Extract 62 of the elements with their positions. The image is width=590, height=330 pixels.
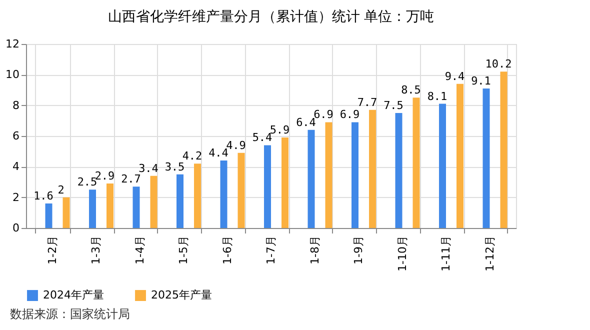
data-label: 9.4 — [444, 70, 466, 83]
x-tick-label: 1-9月 — [352, 236, 365, 264]
data-label: 8.5 — [401, 84, 421, 97]
bar — [45, 203, 52, 228]
bar — [439, 104, 446, 228]
x-tick-label: 1-3月 — [90, 236, 102, 264]
y-tick-label: 12 — [6, 38, 20, 50]
data-label: 6.9 — [314, 108, 334, 122]
data-label: 4.9 — [226, 138, 246, 152]
data-label: 7.7 — [357, 96, 378, 109]
data-label: 4.4 — [208, 146, 229, 160]
data-label: 2.5 — [77, 176, 98, 189]
chart-title: 山西省化学纤维产量分月（累计值）统计 单位：万吨 — [108, 9, 434, 25]
bar — [308, 130, 315, 228]
data-label: 9.1 — [471, 74, 491, 88]
x-tick-label: 1-2月 — [46, 236, 59, 264]
bar — [238, 152, 245, 228]
data-label: 10.2 — [485, 58, 512, 71]
x-tick-label: 1-7月 — [264, 236, 278, 264]
bar — [264, 145, 271, 228]
bar — [456, 84, 464, 228]
bar — [352, 122, 358, 228]
source-note: 数据来源：国家统计局 — [10, 306, 130, 323]
data-label: 3.5 — [164, 160, 185, 174]
bar — [395, 113, 402, 228]
bar — [106, 184, 114, 228]
legend-label: 2025年产量 — [151, 288, 212, 302]
bar — [150, 176, 158, 228]
x-tick-label: 1-12月 — [483, 236, 496, 272]
bar — [482, 88, 490, 228]
data-label: 6.9 — [340, 108, 360, 122]
y-tick-label: 4 — [12, 160, 20, 174]
bar — [89, 190, 96, 228]
data-label: 7.5 — [384, 99, 404, 112]
bar — [282, 138, 288, 228]
data-label: 1.6 — [34, 189, 54, 202]
y-tick-label: 0 — [12, 222, 20, 234]
bar — [500, 72, 508, 228]
y-tick-label: 2 — [12, 190, 20, 204]
bar — [220, 160, 228, 228]
bar — [325, 122, 332, 228]
data-label: 2 — [58, 183, 64, 196]
bar — [194, 164, 201, 228]
x-tick-label: 1-8月 — [308, 236, 322, 264]
x-tick-label: 1-5月 — [177, 236, 190, 264]
data-label: 3.4 — [138, 162, 159, 175]
y-tick-label: 6 — [12, 130, 20, 142]
x-tick-label: 1-10月 — [396, 236, 409, 272]
bar — [176, 174, 184, 228]
data-label: 8.1 — [427, 90, 448, 103]
data-label: 4.2 — [182, 150, 202, 163]
bar — [369, 110, 376, 228]
bar — [62, 197, 70, 228]
data-label: 2.7 — [121, 172, 141, 186]
bar — [132, 186, 140, 228]
bar — [412, 98, 420, 228]
x-tick-label: 1-4月 — [133, 236, 146, 264]
y-tick-label: 8 — [12, 98, 20, 112]
x-tick-label: 1-11月 — [440, 236, 452, 272]
legend-label: 2024年产量 — [43, 288, 104, 302]
x-tick-label: 1-6月 — [220, 236, 234, 264]
y-tick-label: 10 — [6, 68, 20, 82]
